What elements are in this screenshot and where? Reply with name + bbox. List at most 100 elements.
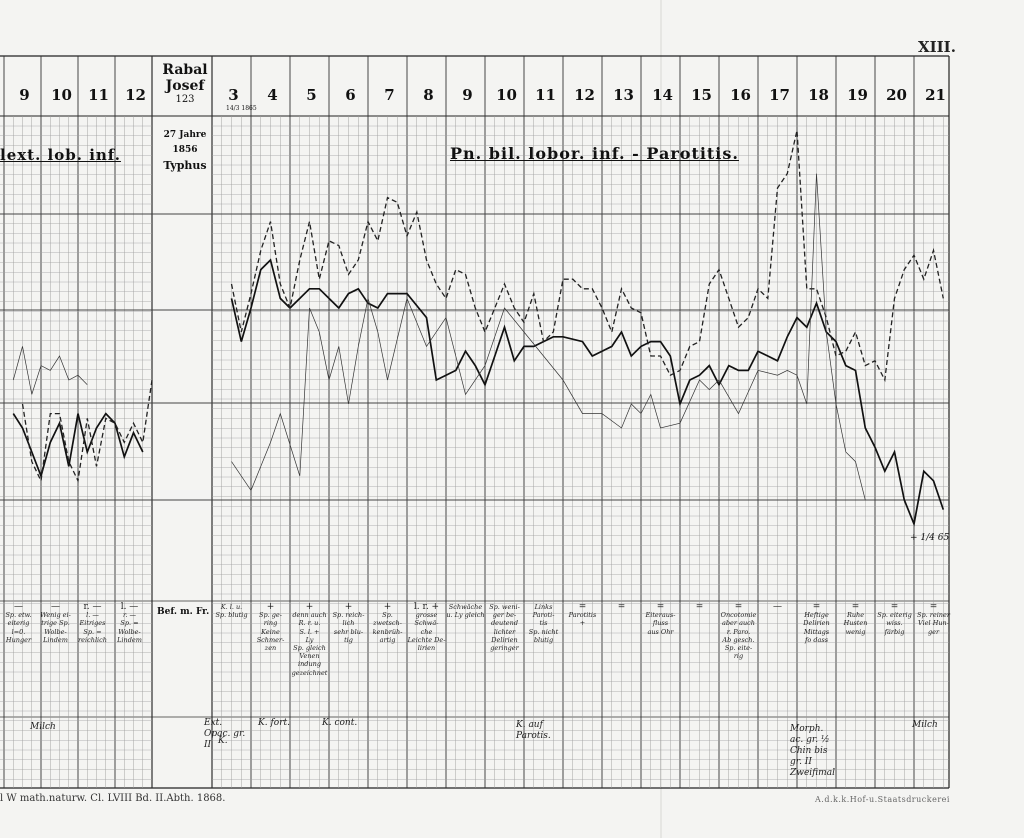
note-line: Schmer- <box>256 635 285 644</box>
note-line: lich <box>342 619 355 628</box>
left-day-note: — Wenig ei-trige Sp. Wolbe- Lindem <box>37 602 74 644</box>
note-line: gezeichnet <box>291 668 328 677</box>
note-line: färbig <box>884 627 905 636</box>
note-mark: = <box>851 602 860 612</box>
note-line: ger be- <box>492 611 517 620</box>
note-mark: = <box>890 602 899 612</box>
diet-entry: Ext. Opac. gr. II <box>204 718 246 750</box>
death-annotation: + 1/4 65 <box>910 533 949 543</box>
note-line: tis <box>539 619 548 628</box>
note-line: blutig <box>533 635 554 644</box>
day-note: = Heftige Delirien Mittags fo dass <box>797 602 836 644</box>
note-line: lirien <box>417 644 436 653</box>
patient-disease: Typhus <box>163 159 207 172</box>
note-line: artig <box>379 635 396 644</box>
note-line: r. Paro. <box>726 627 751 636</box>
note-line: Sp. weni- <box>489 603 520 611</box>
note-line: Sp. blutig <box>215 611 248 620</box>
day-note: + Sp. zwetsch-kenbrüh-artig <box>368 602 407 644</box>
day-label: 12 <box>574 86 595 104</box>
left-series-dashed-line <box>21 379 153 484</box>
day-note: = Sp. eiterig wiss. färbig <box>875 602 914 636</box>
note-line: S. l. + <box>299 627 320 636</box>
day-label: 6 <box>345 86 355 104</box>
note-line: l=0. <box>11 627 26 636</box>
note-line: Parotitis <box>568 611 597 620</box>
left-day-note: l. — r. — Sp. = Wolbe- Lindem <box>111 602 148 644</box>
note-line: fo dass <box>804 635 829 644</box>
day-label: 19 <box>847 86 868 104</box>
day-note: + Sp. reich-lich sehr blu-tig <box>329 602 368 644</box>
note-line: zen <box>264 644 277 653</box>
diet-entry: K. cont. <box>322 718 358 728</box>
note-mark: + <box>344 602 353 612</box>
note-line: Sp. nicht <box>528 627 559 636</box>
day-label: 9 <box>462 86 472 104</box>
series-solid-line <box>230 258 945 528</box>
day-note: Sp. weni-ger be-deutend lichter Delirien ge… <box>485 603 524 652</box>
diagnosis-left: lext. lob. inf. <box>0 146 121 164</box>
note-mark: = <box>695 602 704 612</box>
note-line: Sp. reiner <box>917 611 950 620</box>
left-series-solid-line <box>12 412 144 479</box>
note-line: Links <box>534 603 553 611</box>
day-note: = <box>602 602 641 611</box>
note-line: ring <box>263 619 278 628</box>
day-note: = Parotitis + <box>563 602 602 628</box>
day-note: — <box>758 602 797 611</box>
note-mark: r. — <box>83 602 102 612</box>
note-line: che <box>420 627 433 636</box>
note-line: Ab gesch. <box>722 635 755 644</box>
day-note: = <box>680 602 719 612</box>
note-line: Sp. etw. <box>5 611 32 620</box>
day-note: = Ruhe Husten wenig <box>836 602 875 636</box>
befund-label: Bef. m. Fr. <box>157 607 210 617</box>
diagnosis-main: Pn. bil. lobor. inf. - Parotitis. <box>450 144 739 163</box>
note-line: wiss. <box>886 619 903 628</box>
note-line: Keine <box>261 627 280 636</box>
day-label: 16 <box>730 86 751 104</box>
day-label: 5 <box>306 86 316 104</box>
note-line: rig <box>733 652 744 661</box>
chart-grid <box>0 55 950 789</box>
note-mark: = <box>812 602 821 612</box>
note-line: Oncotomie <box>720 611 757 620</box>
day-label: 10 <box>496 86 517 104</box>
patient-year: 1856 <box>172 145 198 155</box>
note-line: Wolbe- <box>44 627 67 636</box>
day-label: 21 <box>925 86 946 104</box>
diet-entry: K. <box>218 736 228 746</box>
note-line: Sp. gleich <box>293 644 326 653</box>
note-line: kenbrüh- <box>372 627 403 636</box>
day-note: l. r. + grosse Schwä-che Leichte De-lirien <box>407 602 446 653</box>
patient-name: Rabal Josef <box>162 62 208 94</box>
day-label: 14 <box>652 86 673 104</box>
note-line: Eiteraus- <box>645 611 676 620</box>
note-line: Lindem <box>117 635 142 644</box>
note-line: Sp. zwetsch- <box>373 611 402 628</box>
day-label: 10 <box>51 86 72 104</box>
note-mark: + <box>305 602 314 612</box>
note-line: Schwäche <box>448 603 483 611</box>
note-line: u. Ly gleich <box>446 611 485 620</box>
note-line: ger <box>927 627 940 636</box>
day-label: 17 <box>769 86 790 104</box>
note-line: l. — <box>86 611 99 620</box>
note-line: Heftige <box>804 611 829 620</box>
day-label: 13 <box>613 86 634 104</box>
note-line: Sp. reich- <box>332 611 365 620</box>
note-line: Ly <box>305 635 314 644</box>
day-label: 15 <box>691 86 712 104</box>
day-labels: 9 10 11 12 3 4 5 6 7 8 9 10 11 12 13 14 15 16 17 18 19 20 2114… <box>19 86 946 112</box>
note-line: wenig <box>845 627 866 636</box>
note-line: deutend <box>491 619 518 628</box>
note-line: Paroti- <box>532 611 555 620</box>
note-line: + <box>579 619 586 628</box>
day-note: + Sp. ge-ring Keine Schmer-zen <box>251 602 290 653</box>
day-note: = Eiteraus-fluss aus Ohr <box>641 602 680 636</box>
note-line: K. l. u. <box>220 603 243 611</box>
note-line: Eitriges <box>79 619 106 628</box>
patient-info: 27 Jahre 1856 Typhus <box>158 128 212 173</box>
curves: + 1/4 65 <box>12 130 949 543</box>
